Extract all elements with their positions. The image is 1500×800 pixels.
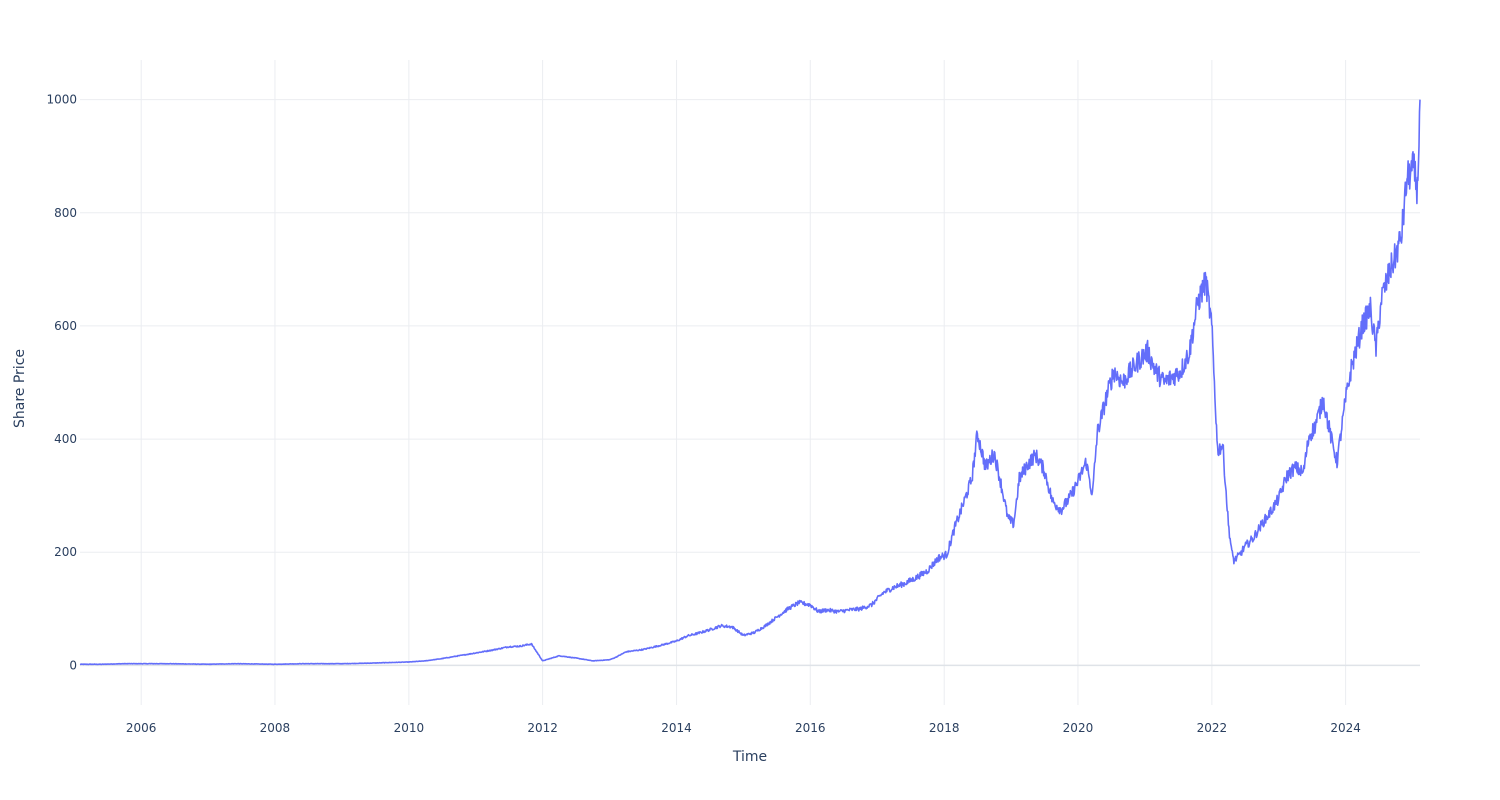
y-tick-label: 400 [54,432,77,446]
x-tick-label: 2024 [1330,721,1361,735]
x-tick-label: 2010 [394,721,425,735]
x-tick-label: 2012 [527,721,558,735]
x-tick-label: 2018 [929,721,960,735]
y-gridlines [80,99,1420,553]
x-tick-label: 2006 [126,721,157,735]
y-tick-label: 0 [69,658,77,672]
x-tick-label: 2022 [1197,721,1228,735]
x-axis-title: Time [732,749,767,765]
x-tick-label: 2016 [795,721,826,735]
x-tick-label: 2020 [1063,721,1094,735]
x-tick-labels: 2006 2008 2010 2012 2014 2016 2018 2020 2022 2024 [126,721,1361,735]
x-gridlines [140,60,1347,705]
y-tick-label: 600 [54,319,77,333]
x-tick-label: 2008 [260,721,291,735]
y-tick-label: 800 [54,206,77,220]
x-tick-label: 2014 [661,721,692,735]
y-tick-label: 1000 [46,93,77,107]
y-axis-title: Share Price [12,349,28,428]
y-tick-label: 200 [54,545,77,559]
y-tick-labels: 0 200 400 600 800 1000 [46,93,77,673]
share-price-line [79,99,1421,666]
